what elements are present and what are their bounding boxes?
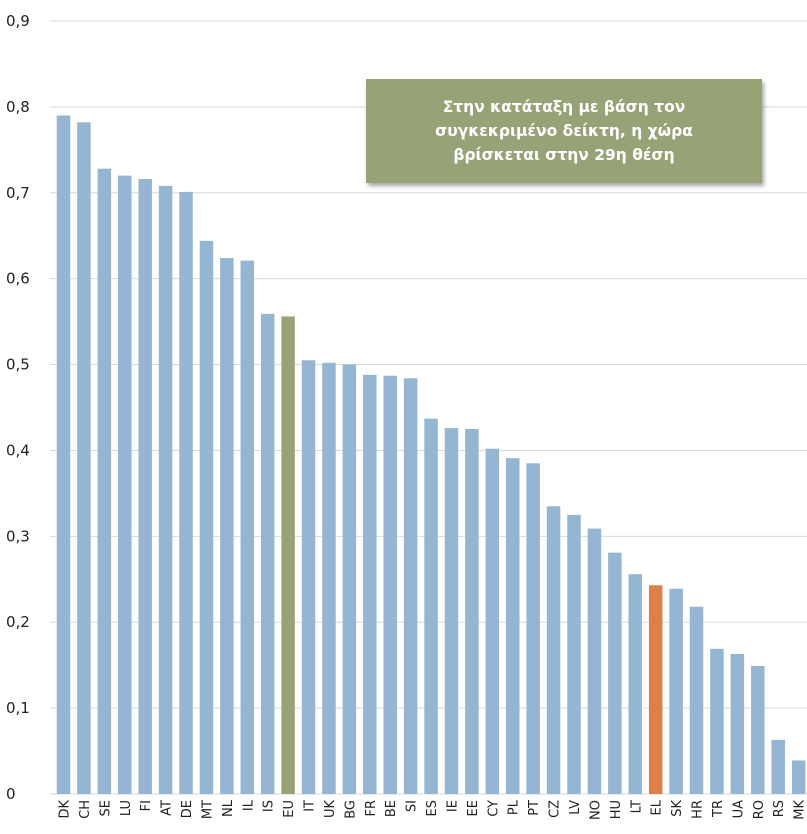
y-tick-label: 0,4 (6, 441, 30, 459)
y-tick-label: 0,2 (6, 613, 30, 631)
y-tick-label: 0,7 (6, 184, 30, 202)
x-tick-label: IL (241, 799, 256, 811)
x-tick-label: RS (772, 800, 787, 817)
y-tick-label: 0,6 (6, 270, 30, 288)
bar-lu (118, 175, 132, 795)
bar-mk (791, 760, 806, 794)
bar-es (424, 418, 438, 794)
bar-si (403, 378, 418, 794)
x-tick-label: ES (425, 800, 440, 816)
x-tick-label: FR (364, 800, 379, 817)
x-tick-label: NL (221, 799, 236, 817)
bar-it (301, 360, 316, 794)
bar-uk (322, 362, 336, 794)
y-tick-label: 0,5 (6, 356, 30, 374)
y-tick-label: 0,1 (6, 699, 30, 717)
bar-fi (138, 179, 152, 795)
x-tick-label: CZ (548, 800, 563, 818)
y-tick-label: 0,3 (6, 527, 30, 545)
bar-at (158, 185, 173, 794)
y-tick-label: 0 (6, 785, 16, 803)
bar-pt (526, 463, 540, 794)
bar-pl (505, 458, 520, 794)
x-tick-label: EE (466, 800, 481, 816)
bar-cz (546, 506, 561, 794)
bar-no (587, 528, 602, 794)
x-tick-label: IE (445, 800, 460, 812)
x-tick-label: DE (180, 800, 195, 818)
annotation-callout: Στην κατάταξη με βάση τον συγκεκριμένο δ… (366, 79, 762, 183)
x-tick-label: LT (629, 800, 644, 813)
x-tick-label: LV (568, 800, 583, 815)
x-tick-label: HU (609, 800, 624, 819)
x-tick-label: UK (323, 800, 338, 819)
bar-ie (444, 428, 459, 794)
x-tick-label: SK (670, 800, 685, 817)
x-tick-label: EU (282, 800, 297, 818)
x-tick-label: UA (731, 800, 746, 819)
x-tick-label: IS (262, 800, 277, 812)
bar-tr (710, 648, 724, 794)
bar-ro (751, 666, 765, 794)
bar-nl (220, 258, 234, 794)
bar-ee (465, 428, 479, 794)
bar-el (648, 585, 663, 794)
bar-be (383, 375, 397, 794)
bar-lv (567, 514, 581, 794)
x-tick-label: CH (78, 800, 93, 819)
y-tick-label: 0,8 (6, 98, 30, 116)
x-tick-label: IT (303, 800, 318, 812)
bar-dk (56, 115, 71, 794)
bar-mt (199, 240, 214, 794)
bar-bg (342, 364, 357, 794)
bar-de (179, 191, 193, 794)
bar-hu (608, 552, 622, 794)
bar-eu (281, 316, 295, 794)
x-axis-ticks: DK CH SE LU FI AT DE MT NL IL IS EU IT UK BG FR BE SI ES IE… (58, 799, 807, 820)
x-tick-label: CY (486, 800, 501, 817)
bar-is (260, 313, 275, 794)
x-tick-label: FI (139, 800, 154, 811)
x-tick-label: AT (160, 800, 175, 816)
bars (56, 115, 806, 795)
bar-il (240, 260, 255, 794)
x-tick-label: EL (650, 799, 665, 815)
bar-hr (689, 606, 704, 794)
bar-lt (628, 574, 643, 794)
x-tick-label: SI (405, 800, 420, 812)
x-tick-label: SE (98, 800, 113, 816)
bar-ch (77, 122, 91, 795)
y-axis-ticks: 0 0,1 0,2 0,3 0,4 0,5 0,6 0,7 0,8 0,9 (6, 12, 30, 803)
x-tick-label: DK (58, 800, 73, 819)
bar-rs (771, 739, 785, 794)
bar-se (97, 168, 112, 794)
x-tick-label: MT (200, 800, 215, 819)
bar-cy (485, 448, 500, 794)
x-tick-label: BG (343, 800, 358, 819)
x-tick-label: PT (527, 800, 542, 816)
x-tick-label: RO (752, 800, 767, 819)
x-tick-label: HR (691, 800, 706, 819)
x-tick-label: PL (507, 799, 522, 815)
y-tick-label: 0,9 (6, 12, 30, 30)
annotation-text: Στην κατάταξη με βάση τον συγκεκριμένο δ… (435, 98, 693, 164)
bar-ua (730, 654, 745, 794)
bar-sk (669, 588, 683, 794)
x-tick-label: MK (793, 800, 807, 820)
bar-fr (363, 374, 377, 794)
x-tick-label: LU (119, 800, 134, 816)
x-tick-label: BE (384, 800, 399, 817)
x-tick-label: TR (711, 800, 726, 818)
x-tick-label: NO (588, 800, 603, 820)
